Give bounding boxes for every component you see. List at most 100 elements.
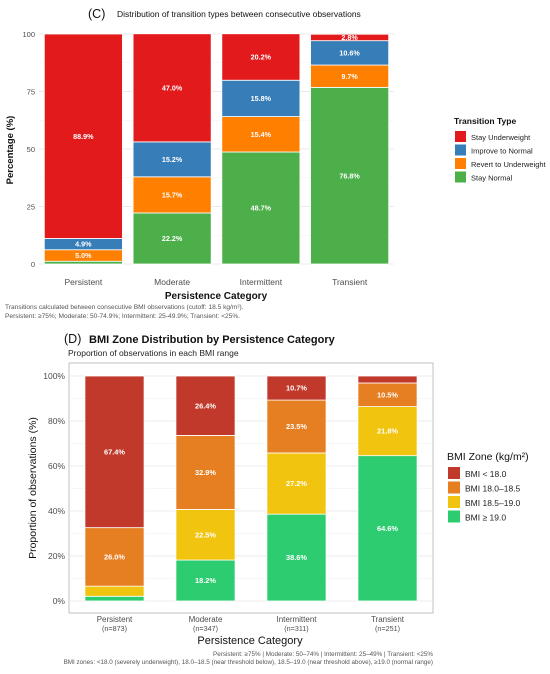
panel-c-legend-title: Transition Type xyxy=(454,116,516,126)
panel-c-bar-segment xyxy=(132,141,212,178)
panel-d-legend-label: BMI 18.0–18.5 xyxy=(465,483,521,493)
panel-c-x-ticks: Persistent Moderate Intermittent Transient xyxy=(64,277,367,287)
panel-c-bar-segment xyxy=(310,86,390,265)
panel-c-bar-segment xyxy=(221,151,301,265)
panel-d-x-tick-sublabel: (n=251) xyxy=(375,624,400,633)
panel-c-y-ticks: 0 25 50 75 100 xyxy=(22,30,35,269)
panel-c-title: Distribution of transition types between… xyxy=(117,9,361,19)
panel-d-label: (D) xyxy=(64,332,81,346)
panel-c: (C) Distribution of transition types bet… xyxy=(5,7,547,320)
panel-d-data-label: 21.8% xyxy=(377,427,398,436)
panel-d-subtitle: Proportion of observations in each BMI r… xyxy=(68,348,239,358)
panel-c-legend: Transition Type Stay Underweight Improve … xyxy=(454,116,547,183)
panel-c-y-tick-label: 75 xyxy=(27,88,35,97)
panel-d-x-axis-label: Persistence Category xyxy=(197,635,303,647)
panel-c-x-axis-label: Persistence Category xyxy=(165,291,268,302)
panel-c-data-label: 4.9% xyxy=(75,240,92,249)
panel-c-bar-segment xyxy=(221,116,301,153)
panel-c-legend-label: Revert to Underweight xyxy=(471,160,547,169)
panel-c-y-axis-label: Percentage (%) xyxy=(5,116,16,185)
panel-d-data-label: 22.5% xyxy=(195,530,216,539)
panel-d-data-label: 38.6% xyxy=(286,553,307,562)
panel-d-data-label: 67.4% xyxy=(104,447,125,456)
panel-c-bar-segment xyxy=(43,260,123,265)
panel-c-data-label: 88.9% xyxy=(73,132,94,141)
panel-d: (D) BMI Zone Distribution by Persistence… xyxy=(27,332,529,666)
panel-d-bar-segment xyxy=(84,527,145,587)
panel-c-bar-segment xyxy=(132,33,212,143)
panel-d-data-label: 23.5% xyxy=(286,422,307,431)
panel-d-bar-segment xyxy=(175,509,236,561)
panel-d-data-label: 10.5% xyxy=(377,390,398,399)
panel-d-x-tick-label: Moderate xyxy=(189,615,223,624)
panel-c-legend-swatch xyxy=(455,171,466,183)
panel-c-y-tick-label: 50 xyxy=(27,145,35,154)
panel-c-legend-swatch xyxy=(455,131,466,142)
panel-d-y-axis-label: Proportion of observations (%) xyxy=(27,417,39,559)
panel-c-data-label: 47.0% xyxy=(162,83,183,92)
panel-d-y-tick-label: 0% xyxy=(53,596,66,606)
panel-c-data-label: 15.2% xyxy=(162,155,183,164)
panel-d-y-tick-label: 100% xyxy=(43,371,65,381)
panel-c-data-label: 76.8% xyxy=(339,171,360,180)
panel-d-legend-label: BMI < 18.0 xyxy=(465,469,507,479)
panel-d-data-label: 27.2% xyxy=(286,479,307,488)
panel-d-legend: BMI Zone (kg/m²) BMI < 18.0 BMI 18.0–18.5… xyxy=(447,451,529,523)
panel-c-bars: 5.0% 4.9% 88.9% 22.2% 15.7% 15.2% 47.0% 48.7% 15… xyxy=(43,33,390,265)
panel-c-y-tick-label: 25 xyxy=(27,203,35,212)
panel-c-bar-segment xyxy=(310,40,390,66)
panel-d-legend-label: BMI ≥ 19.0 xyxy=(465,512,506,522)
panel-c-data-label: 15.4% xyxy=(251,130,272,139)
panel-d-y-ticks: 0% 20% 40% 60% 80% 100% xyxy=(43,371,65,606)
panel-d-bar-segment xyxy=(266,375,327,401)
panel-c-legend-swatch xyxy=(455,144,466,156)
panel-c-y-tick-label: 100 xyxy=(22,30,35,39)
panel-d-bar-segment xyxy=(357,455,418,602)
panel-c-legend-swatch xyxy=(455,158,466,169)
panel-c-x-tick-label: Persistent xyxy=(64,277,102,287)
panel-d-legend-swatch xyxy=(448,510,460,523)
panel-c-x-tick-label: Intermittent xyxy=(240,277,283,287)
panel-d-x-tick-sublabel: (n=347) xyxy=(193,624,218,633)
panel-c-y-tick-label: 0 xyxy=(31,260,35,269)
panel-d-caption-line-2: BMI zones: <18.0 (severely underweight),… xyxy=(64,659,433,666)
panel-d-bar-segment xyxy=(84,595,145,602)
panel-d-data-label: 26.0% xyxy=(104,553,125,562)
panel-d-x-tick-sublabel: (n=311) xyxy=(284,624,308,633)
panel-d-caption-line-1: Persistent: ≥75% | Moderate: 50–74% | In… xyxy=(213,651,433,658)
panel-c-label: (C) xyxy=(88,7,105,21)
panel-c-legend-label: Improve to Normal xyxy=(471,146,533,155)
panel-d-y-tick-label: 40% xyxy=(48,506,65,516)
panel-d-bar-segment xyxy=(175,434,236,510)
panel-c-x-tick-label: Moderate xyxy=(154,277,190,287)
panel-d-legend-swatch xyxy=(448,481,460,494)
panel-d-data-label: 26.4% xyxy=(195,401,216,410)
panel-d-bar-segment xyxy=(175,375,236,436)
panel-d-x-ticks: Persistent(n=873) Moderate(n=347) Intermit… xyxy=(97,615,405,633)
panel-d-x-tick-label: Persistent xyxy=(97,615,133,624)
panel-d-x-tick-label: Transient xyxy=(371,615,405,624)
panel-d-legend-swatch xyxy=(448,467,460,479)
panel-c-legend-label: Stay Underweight xyxy=(471,133,531,142)
panel-c-data-label: 20.2% xyxy=(251,53,272,62)
panel-c-bar-segment xyxy=(43,33,123,239)
panel-d-data-label: 10.7% xyxy=(286,384,307,393)
panel-d-data-label: 32.9% xyxy=(195,468,216,477)
panel-c-data-label: 15.7% xyxy=(162,190,183,199)
panel-d-y-tick-label: 60% xyxy=(48,461,65,471)
panel-c-caption-line-1: Transitions calculated between consecuti… xyxy=(5,304,244,311)
panel-c-data-label: 10.6% xyxy=(339,48,360,57)
panel-c-data-label: 9.7% xyxy=(341,72,358,81)
panel-d-bar-segment xyxy=(84,585,145,597)
panel-c-legend-label: Stay Normal xyxy=(471,173,513,182)
panel-c-data-label: 2.8% xyxy=(341,33,358,42)
panel-c-data-label: 22.2% xyxy=(162,234,183,243)
panel-d-bar-segment xyxy=(84,375,145,529)
panel-d-bar-segment xyxy=(266,452,327,515)
panel-c-data-label: 48.7% xyxy=(251,204,272,213)
panel-d-x-tick-sublabel: (n=873) xyxy=(102,624,127,633)
panel-d-legend-swatch xyxy=(448,496,460,508)
panel-d-data-label: 18.2% xyxy=(195,576,216,585)
